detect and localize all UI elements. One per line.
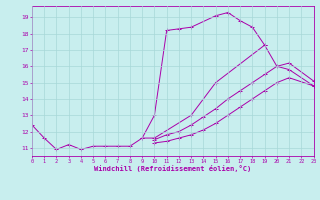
X-axis label: Windchill (Refroidissement éolien,°C): Windchill (Refroidissement éolien,°C) [94, 165, 252, 172]
